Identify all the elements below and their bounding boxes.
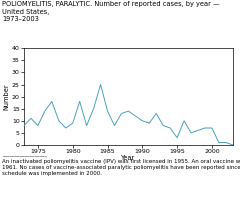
Text: __________________: __________________: [2, 152, 47, 157]
Text: An inactivated poliomyelitis vaccine (IPV) was first licensed in 1955. An oral v: An inactivated poliomyelitis vaccine (IP…: [2, 159, 240, 176]
Y-axis label: Number: Number: [3, 83, 9, 110]
Text: POLIOMYELITIS, PARALYTIC. Number of reported cases, by year — United States,
197: POLIOMYELITIS, PARALYTIC. Number of repo…: [2, 1, 220, 22]
X-axis label: Year: Year: [121, 155, 136, 161]
